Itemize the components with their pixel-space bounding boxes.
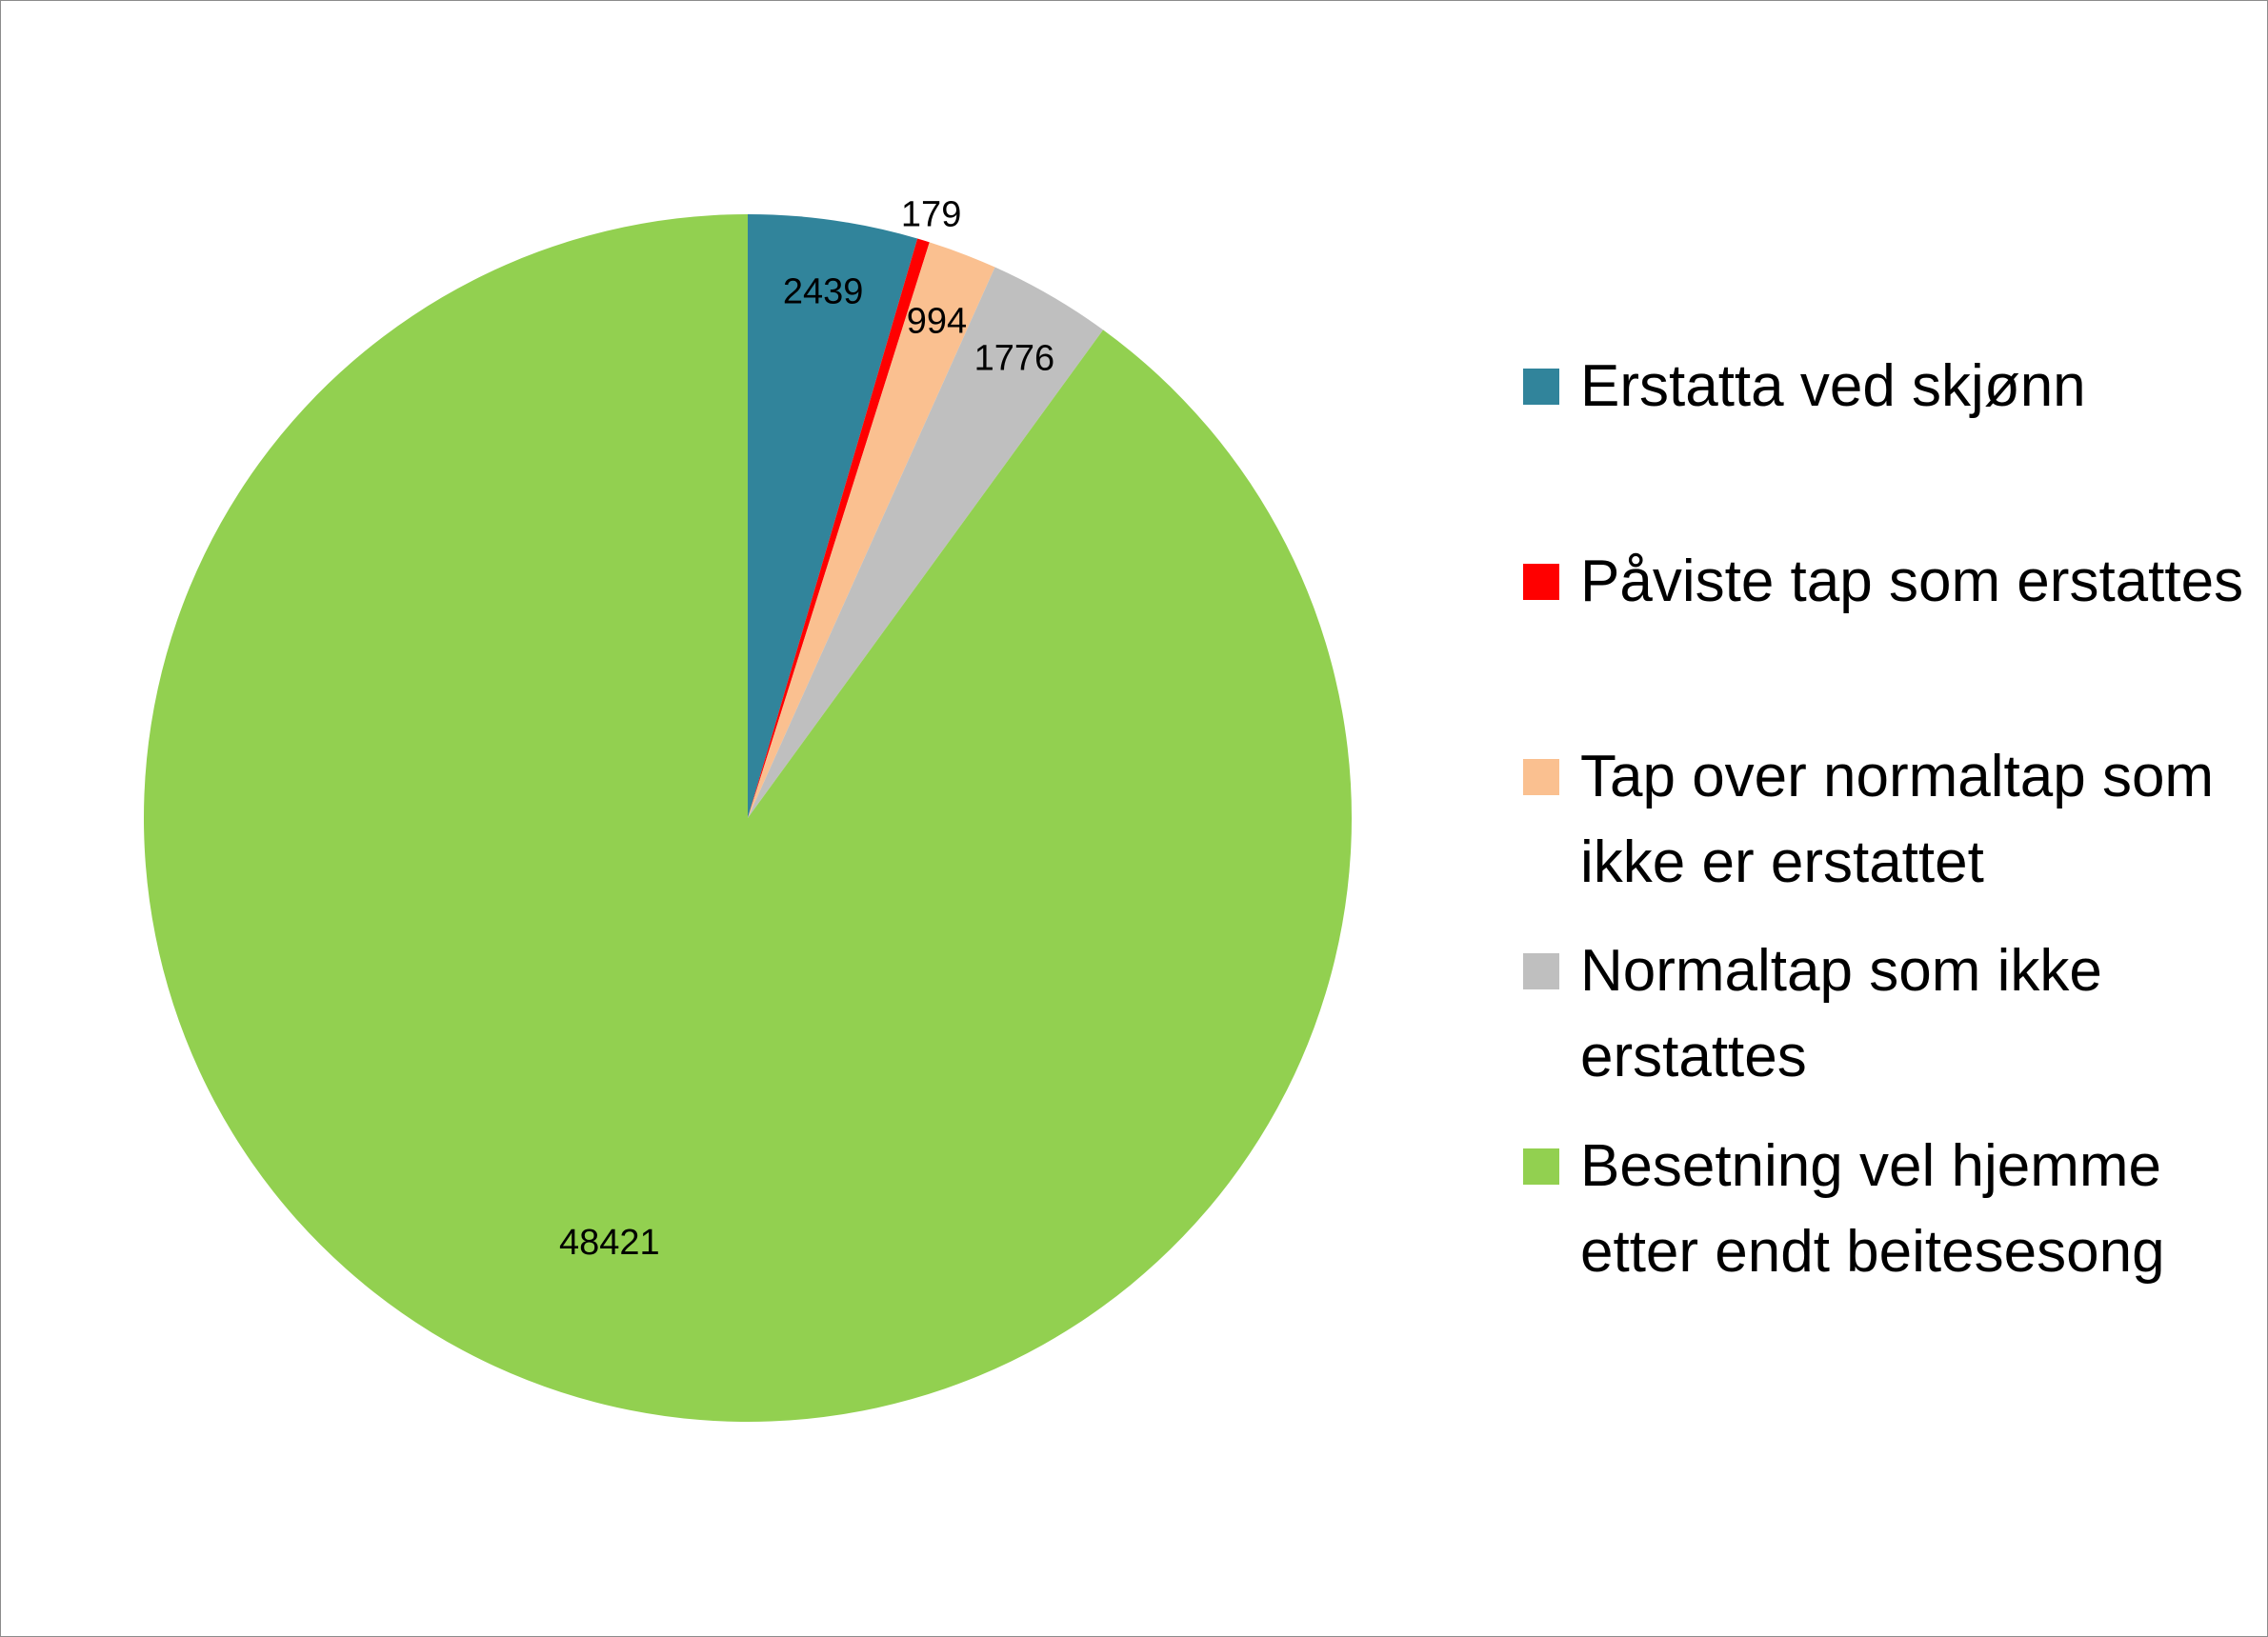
pie-slice-tap-over-normaltap-som-ikke-er-erstattet	[748, 242, 995, 818]
legend-label: Normaltap som ikke erstattes	[1580, 938, 2102, 1089]
legend-swatch	[1523, 1148, 1559, 1185]
pie-slice-erstatta-ved-skjonn	[748, 214, 918, 818]
data-label-paviste-tap-som-erstattes: 179	[901, 195, 961, 235]
legend-item-tap-over-normaltap: Tap over normaltap som ikke er erstattet	[1523, 734, 2247, 906]
legend-swatch	[1523, 759, 1559, 795]
legend-label: Tap over normaltap som ikke er erstattet	[1580, 744, 2215, 895]
data-label-normaltap-som-ikke-erstattes: 1776	[974, 338, 1055, 378]
data-label-erstatta-ved-skjonn: 2439	[783, 272, 864, 312]
legend-swatch	[1523, 953, 1559, 989]
data-label-tap-over-normaltap-som-ikke-er-erstattet: 994	[907, 302, 967, 342]
pie-slice-paviste-tap-som-erstattes	[748, 238, 930, 818]
data-label-besetning-vel-hjemme-etter-endt-beitesesong: 48421	[559, 1223, 660, 1263]
legend-label: Erstatta ved skjønn	[1580, 353, 2086, 419]
pie-slice-normaltap-som-ikke-erstattes	[748, 267, 1104, 819]
legend-item-paviste-tap: Påviste tap som erstattes	[1523, 539, 2247, 625]
pie-slice-besetning-vel-hjemme-etter-endt-beitesesong	[143, 214, 1353, 1422]
legend-label: Påviste tap som erstattes	[1580, 549, 2244, 614]
legend-label: Besetning vel hjemme etter endt beiteses…	[1580, 1133, 2165, 1285]
legend-swatch	[1523, 369, 1559, 405]
legend-item-besetning-vel-hjemme: Besetning vel hjemme etter endt beiteses…	[1523, 1124, 2247, 1295]
legend-swatch	[1523, 564, 1559, 600]
legend-item-normaltap: Normaltap som ikke erstattes	[1523, 928, 2247, 1100]
legend-item-erstatta-ved-skjonn: Erstatta ved skjønn	[1523, 344, 2247, 429]
